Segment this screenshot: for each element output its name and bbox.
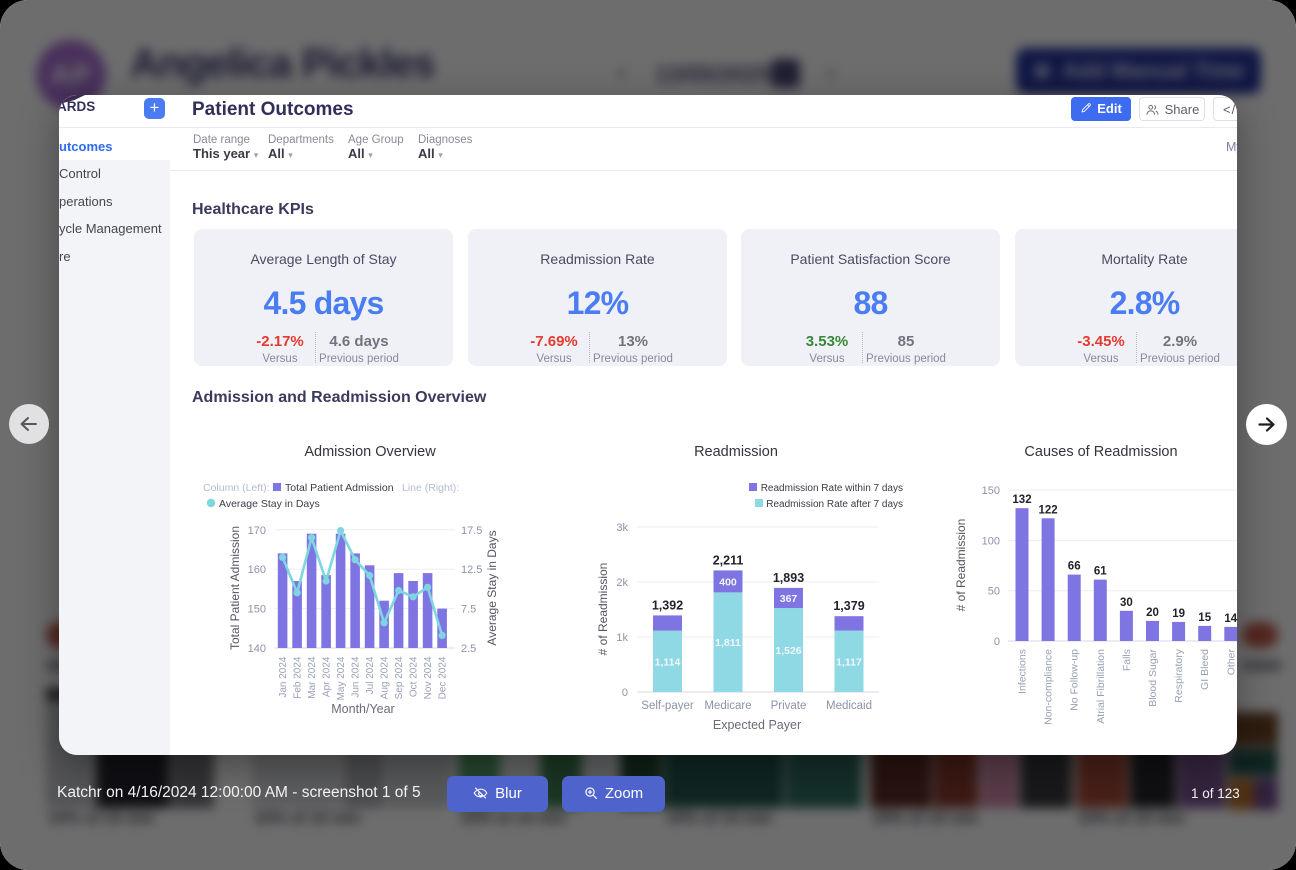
svg-text:May 2024: May 2024 (336, 656, 347, 700)
svg-text:Aug 2024: Aug 2024 (380, 656, 391, 699)
svg-text:Readmission Rate after 7 days: Readmission Rate after 7 days (766, 499, 903, 510)
svg-text:Apr 2024: Apr 2024 (322, 656, 333, 697)
svg-text:Self-payer: Self-payer (641, 700, 694, 712)
svg-text:12.5: 12.5 (461, 564, 482, 576)
svg-text:66: 66 (1068, 561, 1081, 573)
svg-text:1,392: 1,392 (652, 598, 683, 612)
svg-text:20: 20 (1146, 607, 1159, 619)
svg-text:19: 19 (1172, 608, 1185, 620)
svg-text:1,117: 1,117 (836, 656, 862, 668)
svg-text:Sep 2024: Sep 2024 (394, 656, 405, 699)
svg-text:Blood Sugar: Blood Sugar (1147, 649, 1159, 707)
svg-text:1,114: 1,114 (655, 656, 681, 668)
svg-text:Line (Right):: Line (Right): (402, 482, 459, 494)
svg-text:150: 150 (982, 485, 1000, 497)
svg-text:Nov 2024: Nov 2024 (423, 656, 434, 699)
svg-text:1,526: 1,526 (775, 645, 801, 657)
svg-text:160: 160 (248, 564, 266, 576)
svg-text:Medicaid: Medicaid (826, 700, 872, 712)
svg-text:Readmission: Readmission (694, 444, 778, 460)
svg-text:367: 367 (780, 593, 798, 605)
svg-text:2k: 2k (616, 577, 628, 589)
svg-text:1,811: 1,811 (715, 637, 741, 649)
svg-text:50: 50 (988, 586, 1000, 598)
svg-text:Expected Payer: Expected Payer (713, 718, 801, 732)
svg-text:400: 400 (719, 576, 737, 588)
svg-text:61: 61 (1094, 566, 1107, 578)
svg-text:170: 170 (248, 525, 266, 537)
svg-text:140: 140 (248, 643, 266, 655)
svg-text:Infections: Infections (1017, 649, 1029, 694)
svg-text:Total Patient Admission: Total Patient Admission (285, 482, 394, 494)
svg-text:7.5: 7.5 (461, 604, 476, 616)
svg-text:3k: 3k (616, 522, 628, 534)
svg-text:GI Bleed: GI Bleed (1199, 649, 1211, 690)
svg-text:Jun 2024: Jun 2024 (351, 656, 362, 698)
svg-text:No Follow-up: No Follow-up (1069, 649, 1081, 711)
svg-text:Jul 2024: Jul 2024 (365, 656, 376, 694)
svg-text:Feb 2024: Feb 2024 (293, 656, 304, 699)
svg-text:Readmission Rate within 7 days: Readmission Rate within 7 days (761, 483, 903, 494)
svg-text:1,893: 1,893 (773, 571, 804, 585)
svg-text:Admission Overview: Admission Overview (304, 444, 436, 460)
svg-text:Oct 2024: Oct 2024 (409, 656, 420, 697)
svg-text:Dec 2024: Dec 2024 (438, 656, 449, 699)
svg-text:Respiratory: Respiratory (1173, 648, 1185, 702)
svg-text:Non-compliance: Non-compliance (1043, 649, 1055, 725)
svg-text:0: 0 (622, 687, 628, 699)
svg-text:Average Stay in Days: Average Stay in Days (219, 498, 320, 510)
svg-text:Atrial Fibrillation: Atrial Fibrillation (1095, 649, 1107, 724)
svg-text:14: 14 (1224, 613, 1237, 625)
svg-text:100: 100 (982, 535, 1000, 547)
svg-text:Jan 2024: Jan 2024 (278, 656, 289, 698)
svg-text:Column (Left):: Column (Left): (203, 482, 270, 494)
svg-text:Causes of Readmission: Causes of Readmission (1024, 444, 1177, 460)
svg-text:# of Readmission: # of Readmission (596, 563, 610, 656)
svg-text:122: 122 (1039, 504, 1058, 516)
svg-text:1k: 1k (616, 632, 628, 644)
svg-text:Month/Year: Month/Year (331, 702, 394, 716)
svg-text:2.5: 2.5 (461, 643, 476, 655)
svg-text:Private: Private (771, 700, 807, 712)
svg-text:150: 150 (248, 604, 266, 616)
svg-text:Mar 2024: Mar 2024 (307, 656, 318, 699)
svg-text:17.5: 17.5 (461, 525, 482, 537)
svg-text:Other: Other (1225, 649, 1237, 676)
svg-text:15: 15 (1198, 612, 1211, 624)
svg-text:Medicare: Medicare (704, 700, 751, 712)
svg-text:30: 30 (1120, 597, 1133, 609)
svg-text:0: 0 (994, 636, 1000, 648)
svg-text:1,379: 1,379 (833, 599, 864, 613)
svg-text:Average Stay in Days: Average Stay in Days (485, 530, 499, 645)
svg-text:Falls: Falls (1121, 649, 1133, 671)
svg-text:132: 132 (1012, 494, 1031, 506)
svg-text:# of Readmission: # of Readmission (954, 519, 968, 612)
svg-text:2,211: 2,211 (713, 553, 744, 567)
svg-text:Total Patient Admission: Total Patient Admission (228, 526, 242, 650)
